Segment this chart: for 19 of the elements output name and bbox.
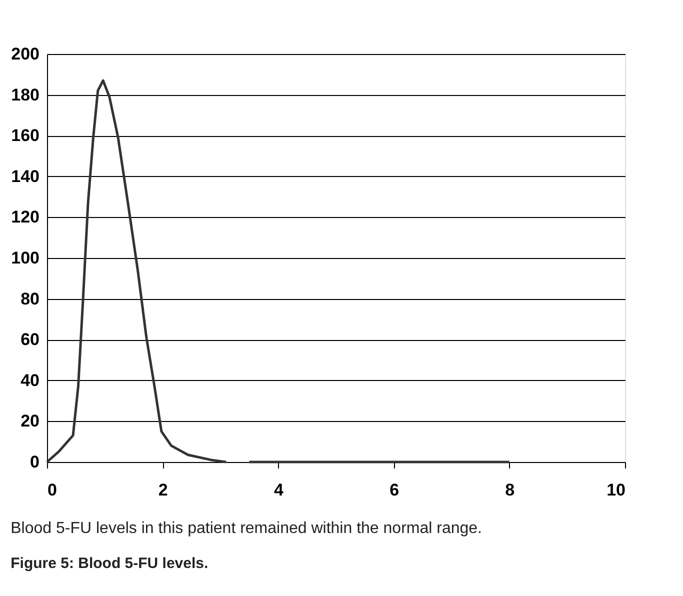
x-tick-label: 8 bbox=[505, 480, 515, 500]
y-tick-label: 120 bbox=[11, 208, 40, 227]
y-tick-label: 20 bbox=[20, 412, 40, 431]
y-tick-label: 160 bbox=[11, 126, 40, 146]
y-tick-label: 40 bbox=[20, 370, 40, 390]
y-tick-label: 80 bbox=[20, 289, 40, 308]
y-tick-label: 180 bbox=[11, 85, 40, 104]
x-tick-label: 6 bbox=[390, 480, 400, 500]
x-tick-label: 4 bbox=[274, 480, 284, 500]
text: Blood 5-FU levels in this patient remained within the normal range. bbox=[10, 520, 482, 537]
y-tick-label: 140 bbox=[11, 166, 40, 186]
x-tick-label: 2 bbox=[158, 480, 168, 500]
y-tick-label: 0 bbox=[30, 452, 40, 472]
x-tick-label: 0 bbox=[48, 480, 57, 500]
caption: Figure 5: Blood 5-FU levels. bbox=[10, 555, 208, 572]
y-tick-label: 60 bbox=[20, 330, 40, 350]
y-tick-label: 100 bbox=[11, 248, 40, 268]
y-tick-label: 200 bbox=[11, 44, 40, 64]
x-tick-label: 10 bbox=[606, 480, 626, 500]
